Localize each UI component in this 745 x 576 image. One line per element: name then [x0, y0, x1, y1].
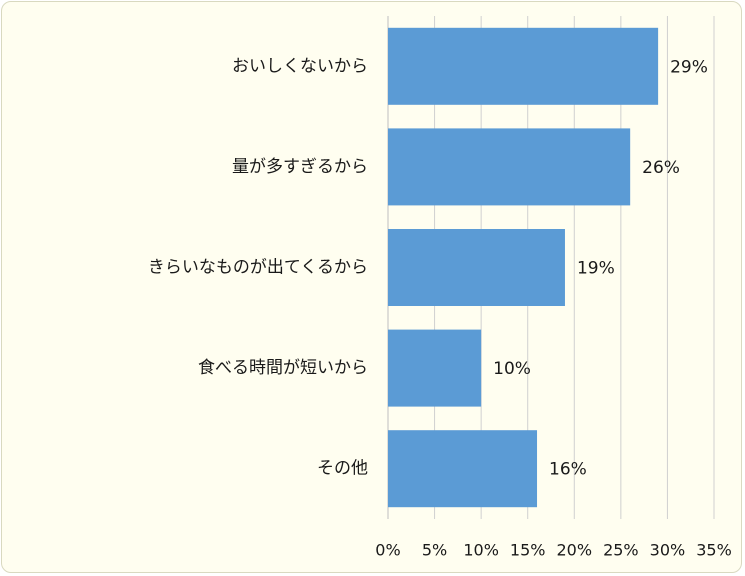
- bar-2: [388, 229, 565, 306]
- x-tick-label-0: 0%: [375, 541, 400, 560]
- category-label-2: きらいなものが出てくるから: [148, 258, 368, 278]
- value-labels: 29% 26% 19% 10% 16%: [493, 57, 708, 479]
- x-tick-label-10: 10%: [463, 541, 499, 560]
- value-label-4: 16%: [549, 460, 587, 480]
- value-label-1: 26%: [642, 158, 680, 178]
- category-label-3: 食べる時間が短いから: [198, 358, 368, 378]
- bars: [388, 27, 659, 508]
- value-label-3: 10%: [493, 359, 531, 379]
- category-labels: おいしくないから量が多すぎるからきらいなものが出てくるから食べる時間が短いからそ…: [148, 56, 368, 478]
- x-axis-tick-labels: 0% 5% 10% 15% 20% 25% 30% 35%: [375, 541, 731, 560]
- value-label-0: 29%: [670, 57, 708, 77]
- bar-3: [388, 329, 482, 407]
- x-tick-label-5: 5%: [422, 541, 447, 560]
- x-tick-label-35: 35%: [696, 541, 732, 560]
- x-tick-label-30: 30%: [650, 541, 686, 560]
- bar-0: [388, 27, 659, 105]
- x-tick-label-20: 20%: [557, 541, 593, 560]
- bar-4: [388, 430, 538, 508]
- value-label-2: 19%: [577, 259, 615, 279]
- bar-1: [388, 128, 631, 206]
- category-label-1: 量が多すぎるから: [232, 157, 368, 177]
- category-label-0: おいしくないから: [232, 56, 368, 76]
- x-tick-label-15: 15%: [510, 541, 546, 560]
- category-label-4: その他: [317, 459, 368, 479]
- x-tick-label-25: 25%: [603, 541, 639, 560]
